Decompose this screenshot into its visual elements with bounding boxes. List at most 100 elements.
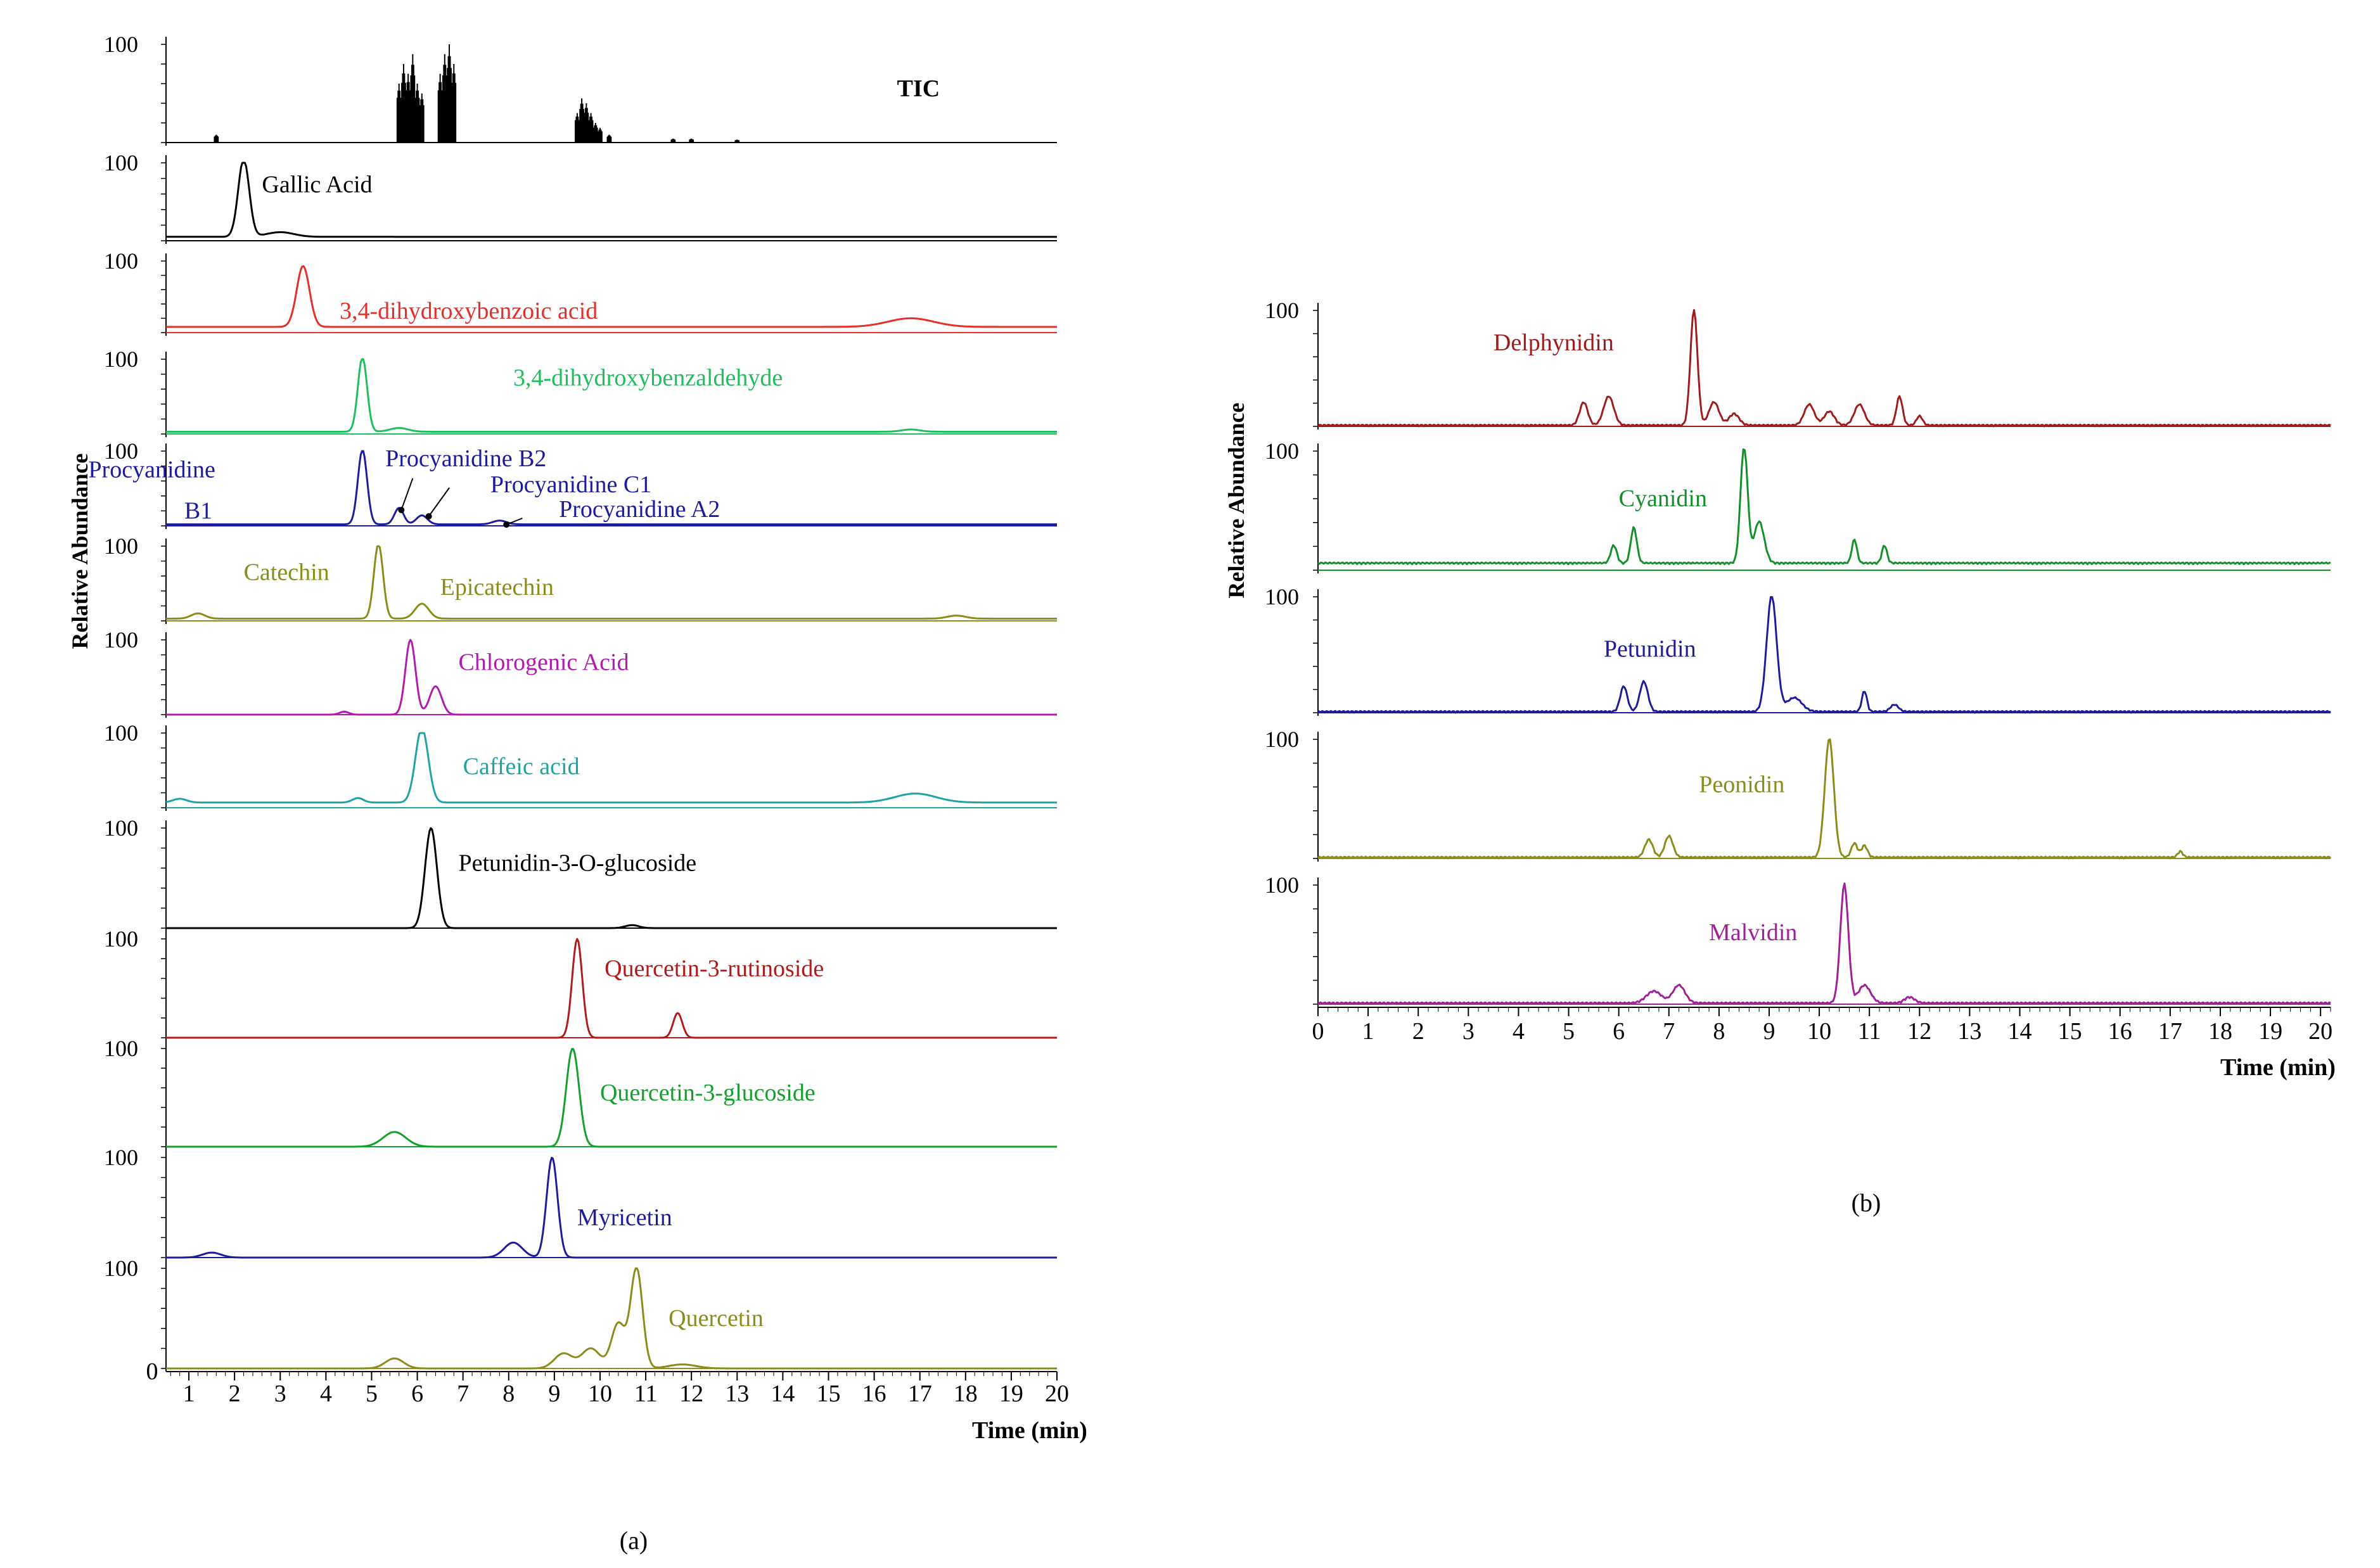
trace-gallic-acid: 100 Gallic Acid [104,150,1057,244]
series-line [166,265,1057,328]
trace-catechin-epicatechin: 100 Catechin Epicatechin [104,533,1057,624]
series-label: Procyanidine A2 [559,496,720,523]
x-tick-label: 8 [1713,1018,1725,1045]
series-line [166,450,1057,526]
x-tick-label: 3 [1462,1018,1475,1045]
x-tick-label: 20 [2308,1018,2332,1045]
trace-quercetin-3-rutinoside: 100 Quercetin-3-rutinoside [104,926,1057,1041]
x-tick-label: 15 [2058,1018,2082,1045]
x-tick-label: 14 [771,1380,795,1407]
y-top-label: 100 [1265,438,1299,464]
x-tick-label: 17 [908,1380,932,1407]
series-line [166,545,1057,620]
series-line [166,1048,1057,1148]
series-label: Myricetin [577,1204,672,1231]
series-label: Delphynidin [1494,329,1614,356]
series-label: Malvidin [1709,919,1797,946]
trace-tic: 100 TIC [104,32,1057,146]
annotation-arrowhead [425,513,432,519]
x-tick-label: 4 [1513,1018,1525,1045]
annotation-arrow [428,487,450,517]
x-tick-label: 12 [679,1380,703,1407]
annotation-arrowhead [398,507,405,513]
series-label: Catechin [244,559,329,585]
trace-chlorogenic-acid: 100 Chlorogenic Acid [104,627,1057,718]
x-tick-label: 9 [1763,1018,1775,1045]
x-tick-label: 17 [2158,1018,2182,1045]
x-tick-label: 2 [1412,1018,1424,1045]
panel-b-chart: 100Delphynidin100Cyanidin100Petunidin100… [1265,298,2332,1045]
series-label: Gallic Acid [262,171,372,198]
y-top-label: 100 [104,248,138,274]
series-label: Procyanidine B2 [385,445,546,472]
series-line [166,1157,1057,1259]
x-axis: 1 2 3 4 5 6 7 8 9 10 11 12 13 14 15 16 17 18 19 200 [146,1358,1070,1407]
panel-b-ylabel: Relative Abundance [1224,402,1249,598]
y-top-label: 100 [104,815,138,841]
series-line [166,938,1057,1039]
y-top-label: 100 [104,150,138,175]
y-top-label: 100 [104,1036,138,1061]
x-tick-label: 8 [502,1380,515,1407]
y-top-label: 100 [104,627,138,653]
trace-quercetin-3-glucoside: 100 Quercetin-3-glucoside [104,1036,1057,1150]
x-tick-label: 14 [2008,1018,2032,1045]
series-label: Petunidin-3-O-glucoside [458,850,696,876]
series-label: B1 [184,497,212,524]
series-line [1317,738,2332,860]
series-label: Procyanidine [88,457,215,483]
panel-b-xlabel: Time (min) [2220,1054,2336,1081]
series-line [166,827,1057,929]
x-tick-label: 2 [229,1380,241,1407]
series-label: Petunidin [1604,635,1696,662]
y-top-label: 100 [1265,298,1299,323]
x-tick-label: 13 [725,1380,749,1407]
x-tick-label: 6 [1613,1018,1625,1045]
series-label: 3,4-dihydroxybenzaldehyde [513,365,783,392]
x-tick-label: 6 [411,1380,423,1407]
series-label: Procyanidine C1 [490,471,651,498]
panel-a-ylabel: Relative Abundance [67,453,93,649]
trace-3-4-dihydroxybenzoic-acid: 100 3,4-dihydroxybenzoic acid [104,248,1057,336]
annotation-arrow [400,478,414,511]
y-top-label: 100 [104,533,138,559]
panel-a-label: (a) [620,1526,648,1555]
x-tick-label: 0 [1312,1018,1324,1045]
series-line [165,732,1057,804]
y-top-label: 100 [1265,727,1299,752]
x-tick-label: 1 [183,1380,195,1407]
series-label: Peonidin [1699,771,1784,798]
series-label: Chlorogenic Acid [458,649,629,675]
series-line [166,1267,1057,1370]
y-top-label: 100 [104,1256,138,1281]
x-tick-label: 1 [1362,1018,1374,1045]
x-tick-label: 12 [1907,1018,1931,1045]
x-tick-label: 11 [1858,1018,1881,1045]
y-top-label: 100 [1265,584,1299,609]
series-label: TIC [897,75,940,102]
panel-b-label: (b) [1852,1189,1881,1217]
x-tick-label: 11 [634,1380,658,1407]
series-line [1317,309,2331,428]
y-top-label: 100 [104,347,138,372]
x-tick-label: 13 [1957,1018,1981,1045]
series-label: Quercetin-3-glucoside [600,1080,816,1106]
y-top-label: 100 [1265,872,1299,898]
x-tick-label: 7 [1663,1018,1675,1045]
x-axis: 0 1 2 3 4 5 6 7 8 9 10 11 12 13 14 15 16 17 18 19 20 [1312,1007,2332,1045]
x-tick-label: 10 [588,1380,612,1407]
trace-caffeic-acid: 100 Caffeic acid [104,720,1057,811]
series-line [1317,883,2331,1005]
x-tick-label: 10 [1807,1018,1831,1045]
annotation-arrowhead [503,521,510,528]
series-line [166,358,1057,433]
x-tick-label: 4 [320,1380,332,1407]
series-label: Epicatechin [440,574,554,601]
series-line [166,162,1057,238]
series-label: Cyanidin [1619,485,1707,512]
y-top-label: 100 [104,32,138,57]
series-line [1317,448,2331,566]
